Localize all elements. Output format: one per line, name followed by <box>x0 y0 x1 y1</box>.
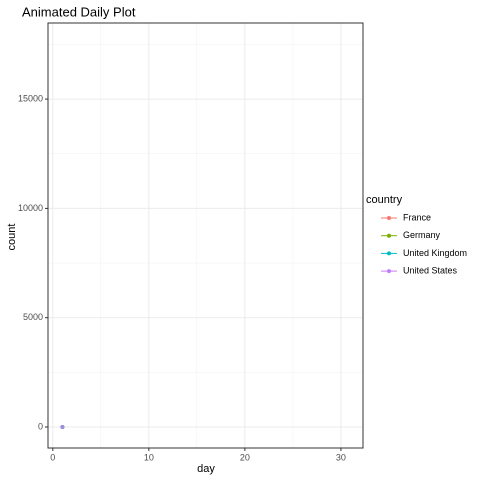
legend-label: Germany <box>403 230 441 240</box>
y-tick-label: 0 <box>38 421 43 431</box>
legend-label: France <box>403 212 431 222</box>
y-tick-label: 10000 <box>18 203 43 213</box>
chart-title: Animated Daily Plot <box>22 4 136 19</box>
y-tick-label: 5000 <box>23 312 43 322</box>
x-tick-label: 20 <box>240 452 250 462</box>
legend-dot <box>387 233 391 238</box>
legend-dot <box>387 216 391 220</box>
legend-dot <box>387 269 391 274</box>
legend-label: United Kingdom <box>403 248 467 258</box>
legend-label: United States <box>403 265 458 275</box>
x-tick-label: 30 <box>336 452 346 462</box>
x-tick-label: 0 <box>50 452 55 462</box>
x-axis-label: day <box>197 463 215 475</box>
x-tick-label: 10 <box>144 452 154 462</box>
legend-dot <box>387 251 391 256</box>
legend-title: country <box>366 194 403 206</box>
y-tick-label: 15000 <box>18 93 43 103</box>
data-point <box>60 424 65 429</box>
plot-border <box>47 22 364 449</box>
y-axis-label: count <box>6 224 18 251</box>
